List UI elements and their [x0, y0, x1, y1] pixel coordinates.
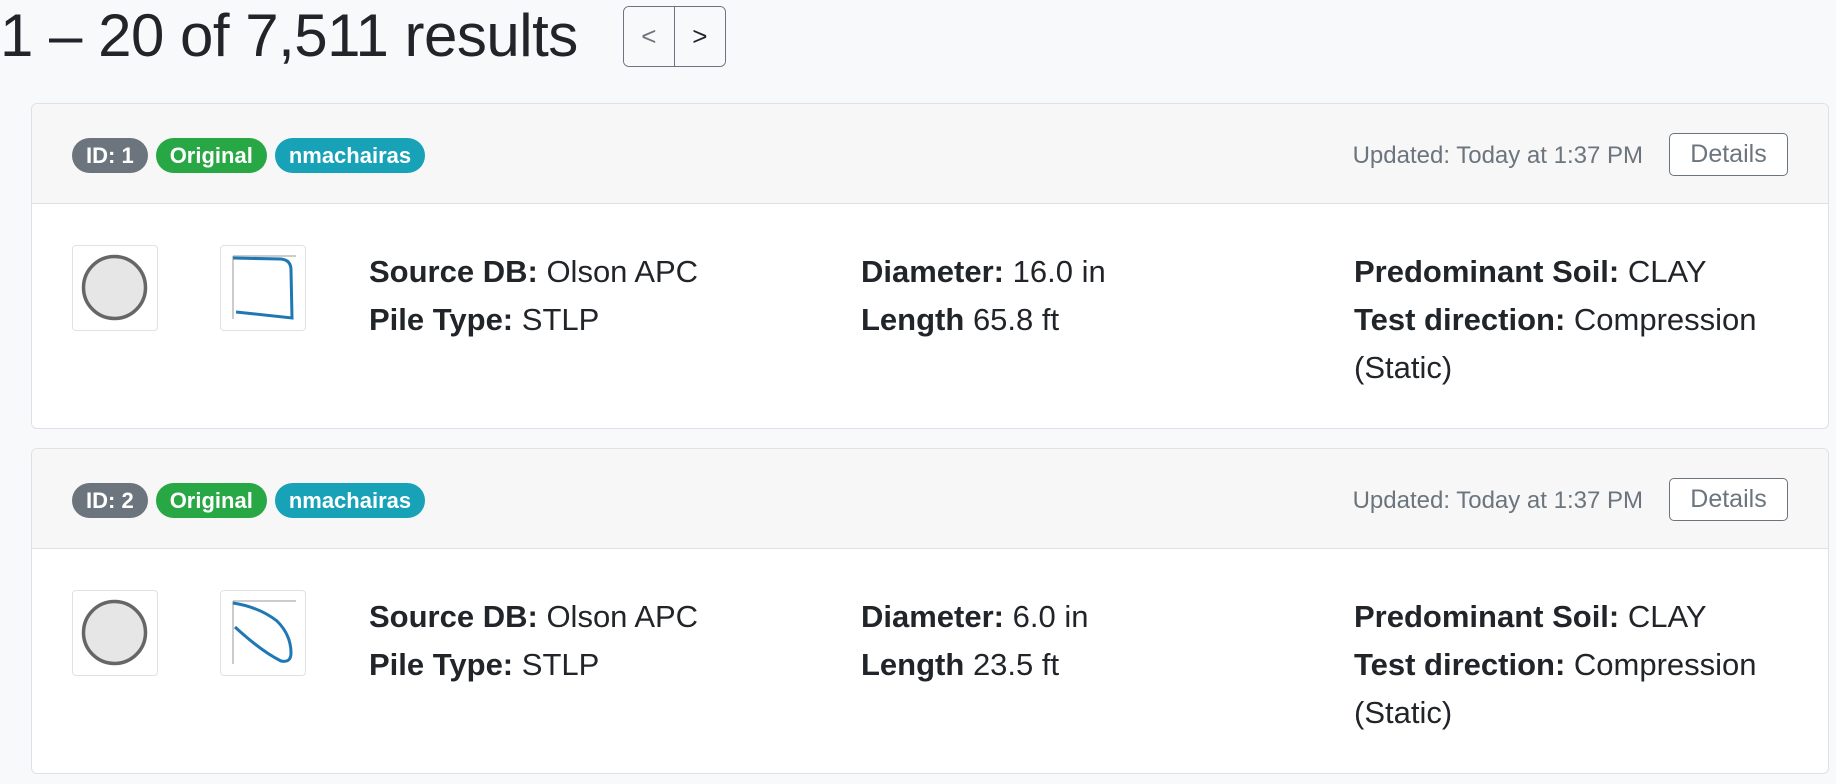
card-body: Source DB: Olson APC Pile Type: STLP Dia… [32, 549, 1828, 773]
pile-type-label: Pile Type: [369, 647, 514, 682]
test-direction-value: Compression (Static) [1354, 302, 1757, 385]
details-button[interactable]: Details [1669, 133, 1788, 176]
source-info: Source DB: Olson APC Pile Type: STLP [369, 248, 698, 344]
results-count: 1 – 20 of 7,511 results [0, 2, 578, 69]
details-button[interactable]: Details [1669, 478, 1788, 521]
previous-page-button[interactable]: < [623, 6, 674, 66]
circle-cross-section-icon [72, 245, 158, 331]
pagination: < > [622, 5, 726, 67]
soil-label: Predominant Soil: [1354, 599, 1620, 634]
length-label: Length [861, 302, 965, 337]
next-page-button[interactable]: > [673, 6, 725, 66]
source-info: Source DB: Olson APC Pile Type: STLP [369, 593, 698, 689]
diameter-label: Diameter: [861, 599, 1004, 634]
pile-type-label: Pile Type: [369, 302, 514, 337]
id-badge: ID: 1 [72, 138, 148, 173]
user-badge: nmachairas [274, 483, 426, 518]
result-card: ID: 1 Original nmachairas Updated: Today… [31, 103, 1829, 429]
results-header: 1 – 20 of 7,511 results < > [0, 0, 726, 72]
diameter-value: 16.0 in [1012, 254, 1106, 289]
result-card: ID: 2 Original nmachairas Updated: Today… [31, 448, 1829, 774]
length-value: 23.5 ft [972, 647, 1060, 682]
soil-value: CLAY [1627, 599, 1707, 634]
load-settlement-curve-icon[interactable] [220, 245, 306, 331]
pile-type-value: STLP [521, 302, 600, 337]
soil-info: Predominant Soil: CLAY Test direction: C… [1354, 593, 1794, 737]
source-db-value: Olson APC [546, 254, 699, 289]
circle-cross-section-icon [72, 590, 158, 676]
soil-value: CLAY [1627, 254, 1707, 289]
test-direction-label: Test direction: [1354, 647, 1566, 682]
updated-timestamp: Updated: Today at 1:37 PM [1352, 486, 1643, 514]
soil-info: Predominant Soil: CLAY Test direction: C… [1354, 248, 1794, 392]
length-label: Length [861, 647, 965, 682]
source-db-label: Source DB: [369, 254, 538, 289]
badge-group: ID: 1 Original nmachairas [72, 138, 426, 173]
diameter-label: Diameter: [861, 254, 1004, 289]
badge-group: ID: 2 Original nmachairas [72, 483, 426, 518]
soil-label: Predominant Soil: [1354, 254, 1620, 289]
user-badge: nmachairas [274, 138, 426, 173]
card-body: Source DB: Olson APC Pile Type: STLP Dia… [32, 204, 1828, 428]
pile-type-value: STLP [521, 647, 600, 682]
card-header: ID: 1 Original nmachairas Updated: Today… [32, 104, 1828, 204]
load-settlement-curve-icon[interactable] [220, 590, 306, 676]
dimension-info: Diameter: 16.0 in Length 65.8 ft [861, 248, 1106, 344]
test-direction-label: Test direction: [1354, 302, 1566, 337]
test-direction-value: Compression (Static) [1354, 647, 1757, 730]
source-db-value: Olson APC [546, 599, 699, 634]
source-db-label: Source DB: [369, 599, 538, 634]
id-badge: ID: 2 [72, 483, 148, 518]
diameter-value: 6.0 in [1012, 599, 1089, 634]
dimension-info: Diameter: 6.0 in Length 23.5 ft [861, 593, 1088, 689]
status-badge: Original [155, 483, 267, 518]
card-header: ID: 2 Original nmachairas Updated: Today… [32, 449, 1828, 549]
length-value: 65.8 ft [972, 302, 1060, 337]
status-badge: Original [155, 138, 267, 173]
updated-timestamp: Updated: Today at 1:37 PM [1352, 141, 1643, 169]
